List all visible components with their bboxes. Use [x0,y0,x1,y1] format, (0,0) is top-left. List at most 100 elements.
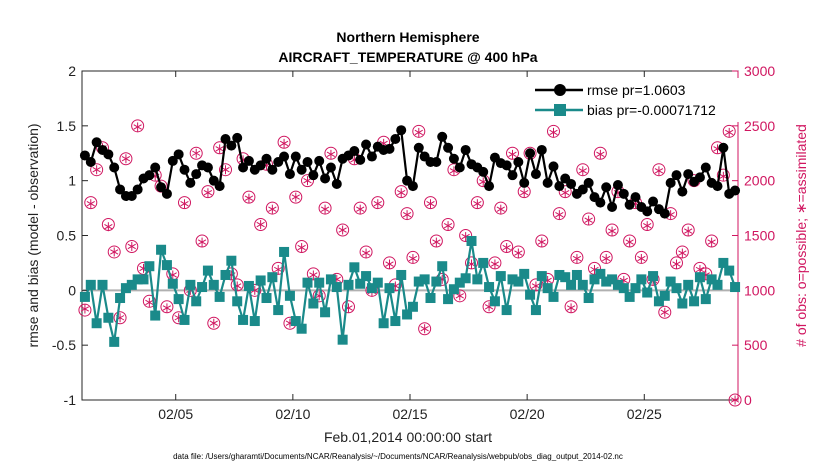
obs-assimilated-point [625,237,634,247]
obs-assimilated-point [180,199,189,209]
rmse-point [577,184,588,195]
obs-possible-point [178,196,191,210]
y2-axis-label: # of obs: o=possible; ∗=assimilated [793,124,809,347]
bias-point [103,312,114,323]
rmse-point [79,150,90,161]
y-tick-label: 1 [68,173,76,189]
bias-point [126,279,137,290]
bias-point [548,291,559,302]
y2-tick-label: 2500 [744,118,775,134]
obs-assimilated-point [80,304,90,314]
obs-possible-point [482,300,496,314]
rmse-point [484,181,495,192]
bias-point [589,274,600,285]
obs-assimilated-point [309,270,318,280]
y-tick-label: 2 [68,63,76,79]
obs-possible-point [336,223,350,237]
obs-possible-point [529,278,543,292]
rmse-point [308,170,319,181]
rmse-point [103,149,114,160]
bias-point [238,314,249,325]
bias-point [85,279,96,290]
rmse-point [85,157,96,168]
obs-assimilated-point [197,237,207,247]
bias-point [571,269,582,280]
obs-assimilated-point [244,193,254,203]
obs-possible-point [219,163,232,177]
bias-point [560,272,571,283]
y-tick-label: 1.5 [57,118,77,134]
bias-point [607,274,618,285]
bias-point [478,257,489,268]
rmse-point [314,155,325,166]
rmse-point [712,181,723,192]
obs-possible-point [84,196,98,210]
rmse-point [126,191,137,202]
obs-possible-point [371,196,385,210]
rmse-point [109,162,120,173]
obs-assimilated-point [215,144,224,154]
bias-point [138,274,149,285]
bias-point [630,283,641,294]
obs-assimilated-point [654,166,664,176]
rmse-point [396,125,407,136]
rmse-point [630,192,641,203]
obs-assimilated-point [707,237,716,247]
obs-possible-point [593,146,607,160]
rmse-point [226,140,237,151]
bias-point [144,261,155,272]
bias-point [402,309,413,320]
obs-assimilated-point [203,188,213,198]
obs-possible-point [113,311,127,325]
bias-point [706,274,717,285]
rmse-point [302,157,313,168]
bias-point [437,261,448,272]
obs-possible-point [418,322,432,336]
obs-possible-point [582,212,596,226]
obs-possible-point [131,119,145,133]
rmse-point [243,155,254,166]
bias-point [577,279,588,290]
bias-point [542,283,553,294]
obs-possible-point [107,245,121,259]
bias-point [115,293,126,304]
x-tick-label: 02/25 [627,406,662,422]
obs-possible-point [640,218,654,232]
chart-title: Northern Hemisphere [336,29,479,45]
bias-point [97,279,108,290]
rmse-point [501,160,512,171]
bias-point [349,262,360,273]
rmse-point [618,188,629,199]
bias-point [384,283,395,294]
rmse-point [624,199,635,210]
obs-possible-point [78,303,92,317]
bias-point [419,274,430,285]
x-tick-label: 02/20 [510,406,545,422]
bias-point [519,268,530,279]
obs-assimilated-point [584,215,593,225]
obs-possible-point [500,239,514,253]
rmse-point [530,169,541,180]
obs-assimilated-point [660,307,669,317]
bias-point [636,274,647,285]
bias-point [284,290,295,301]
obs-possible-point [312,289,326,303]
bias-point [167,278,178,289]
obs-possible-point [570,250,584,264]
bias-point [425,293,436,304]
rmse-point [255,160,266,171]
bias-point [460,273,471,284]
rmse-point [191,169,202,180]
bias-point [378,318,389,329]
y2-tick-label: 2000 [744,173,775,189]
obs-assimilated-point [426,199,435,209]
legend-rmse-marker [554,84,566,96]
x-tick-label: 02/15 [392,406,427,422]
rmse-point [677,186,688,197]
obs-possible-point [289,190,303,204]
obs-possible-point [119,152,133,166]
bias-point [495,271,506,282]
obs-assimilated-point [508,149,517,159]
rmse-point [150,162,161,173]
